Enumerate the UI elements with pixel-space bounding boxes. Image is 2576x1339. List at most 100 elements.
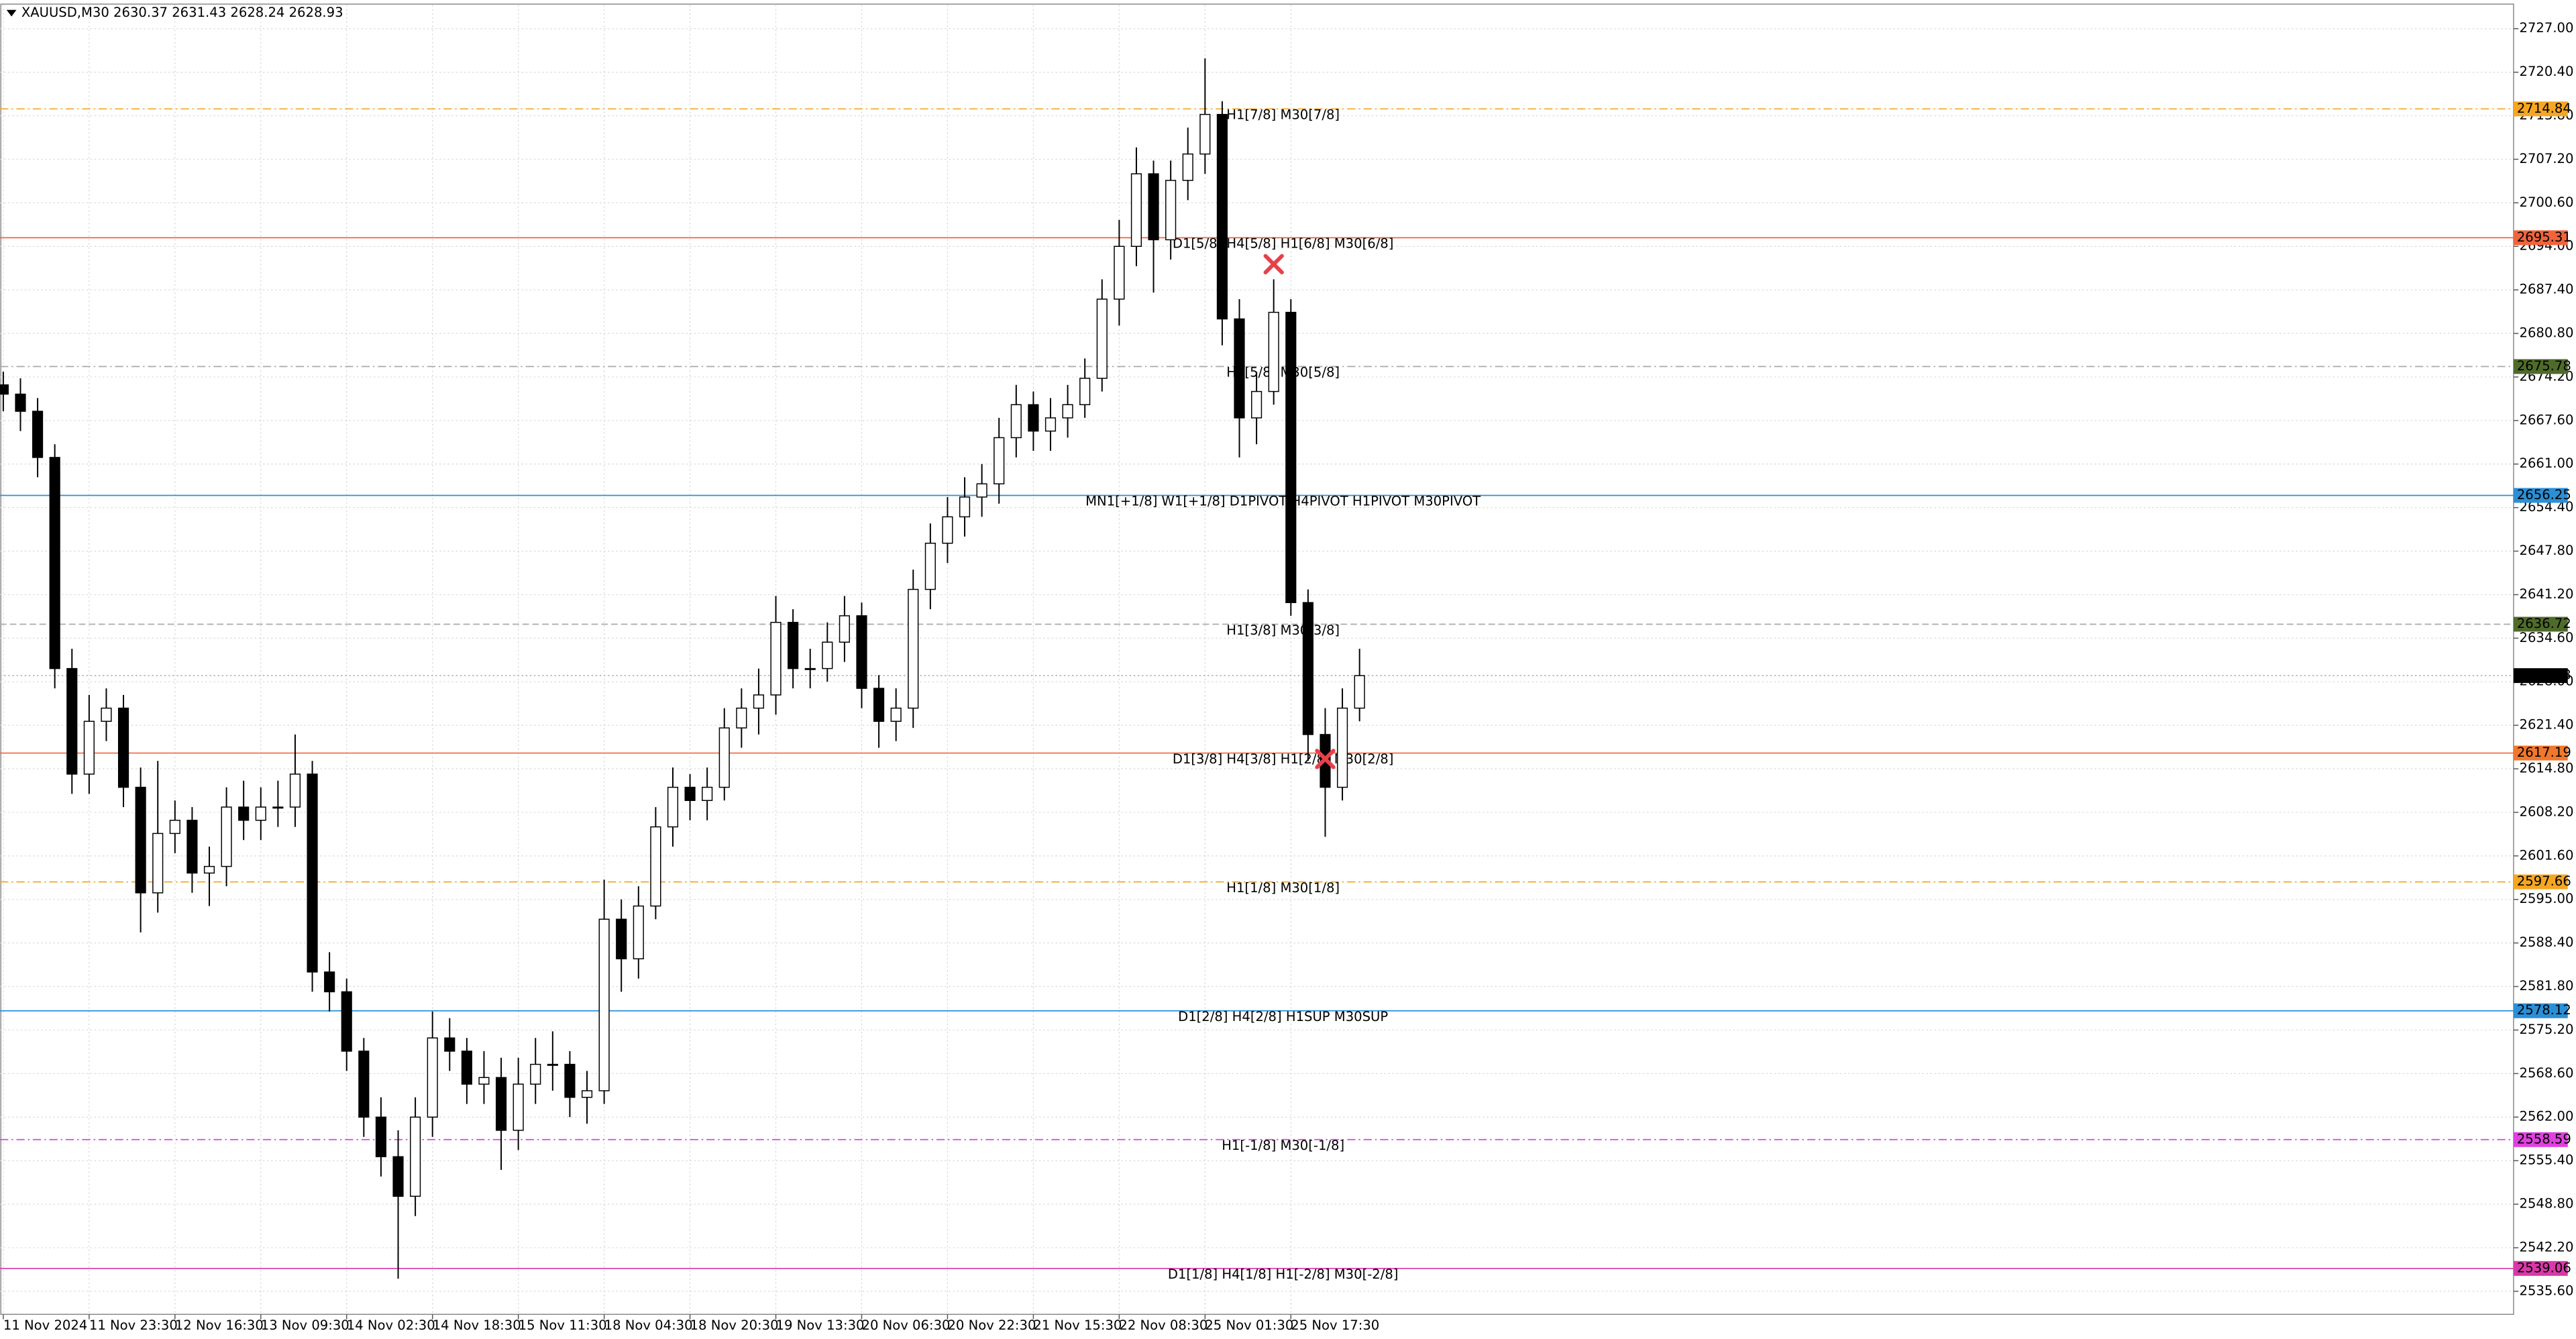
y-tick-label: 2667.60: [2520, 412, 2574, 427]
candle-body: [770, 622, 782, 696]
candle-body: [753, 694, 765, 709]
candle-body: [66, 667, 78, 775]
candle-body: [1268, 311, 1279, 392]
candle-body: [495, 1077, 507, 1131]
candle-body: [101, 707, 112, 722]
candle-body: [83, 720, 95, 775]
candle-body: [1165, 180, 1177, 241]
level-price-label: 2636.72: [2517, 616, 2571, 631]
y-tick-label: 2654.40: [2520, 499, 2574, 515]
candle-body: [1079, 378, 1091, 405]
level-price-box: [2513, 874, 2568, 890]
candle-body: [564, 1063, 576, 1098]
x-tick-label: 14 Nov 18:30: [433, 1318, 521, 1333]
price-axis: 2727.002720.402713.802707.202700.602694.…: [3, 20, 2574, 1333]
level-price-box: [2513, 617, 2568, 632]
candle-body: [135, 786, 146, 894]
candle-body: [718, 727, 730, 788]
level-label: H1[3/8] M30[3/8]: [1226, 623, 1340, 638]
candle-body: [117, 707, 129, 788]
candle-body: [392, 1156, 404, 1197]
level-price-box: [2513, 359, 2568, 374]
candle-body: [1216, 113, 1228, 320]
candle-body: [375, 1116, 386, 1157]
candle-body: [444, 1037, 455, 1052]
candle-body: [1130, 173, 1142, 247]
level-price-label: 2558.59: [2517, 1131, 2571, 1146]
y-tick-label: 2548.80: [2520, 1196, 2574, 1212]
current-price-box: [2513, 668, 2568, 684]
x-tick-label: 25 Nov 17:30: [1291, 1318, 1379, 1333]
y-tick-label: 2535.60: [2520, 1283, 2574, 1298]
candle-body: [598, 918, 610, 1091]
level-price-box: [2513, 1003, 2568, 1018]
candle-body: [1096, 299, 1108, 379]
candle-body: [994, 437, 1005, 484]
candle-body: [822, 641, 833, 670]
candle-body: [530, 1063, 541, 1085]
candle-body: [633, 905, 644, 959]
level-price-box: [2513, 1132, 2568, 1147]
candle-body: [890, 707, 902, 722]
candle-body: [324, 971, 335, 993]
candle-body: [203, 865, 215, 874]
candle-body: [581, 1090, 593, 1098]
level-price-box: [2513, 745, 2568, 761]
y-tick-label: 2608.20: [2520, 804, 2574, 819]
candle-body: [616, 918, 627, 959]
candle-body: [1148, 173, 1159, 241]
y-tick-label: 2614.80: [2520, 761, 2574, 776]
candle-body: [1010, 404, 1022, 439]
y-tick-label: 2634.60: [2520, 630, 2574, 645]
candle-body: [804, 667, 816, 670]
candle-body: [307, 773, 318, 973]
x-tick-label: 22 Nov 08:30: [1119, 1318, 1208, 1333]
y-tick-label: 2641.20: [2520, 586, 2574, 602]
level-price-label: 2597.66: [2517, 873, 2571, 889]
y-tick-label: 2687.40: [2520, 282, 2574, 297]
candle-body: [1234, 318, 1245, 419]
level-label: D1[2/8] H4[2/8] H1SUP M30SUP: [1178, 1009, 1388, 1024]
level-price-label: 2695.31: [2517, 229, 2571, 245]
candle-body: [702, 786, 713, 801]
candle-body: [667, 786, 679, 828]
level-label: MN1[+1/8] W1[+1/8] D1PIVOT H4PIVOT H1PIV…: [1085, 494, 1481, 509]
y-tick-label: 2562.00: [2520, 1109, 2574, 1124]
candle-body: [1302, 602, 1313, 735]
y-tick-label: 2542.20: [2520, 1239, 2574, 1254]
candle-body: [976, 483, 987, 498]
x-tick-label: 13 Nov 09:30: [261, 1318, 350, 1333]
x-tick-label: 11 Nov 2024: [3, 1318, 87, 1333]
x-tick-label: 20 Nov 22:30: [947, 1318, 1036, 1333]
level-price-label: 2656.25: [2517, 487, 2571, 502]
candle-body: [1028, 404, 1039, 432]
candle-body: [478, 1077, 490, 1085]
candle-body: [684, 786, 696, 801]
level-label: H1[-1/8] M30[-1/8]: [1222, 1138, 1344, 1153]
candle-body: [513, 1083, 524, 1131]
level-price-label: 2675.78: [2517, 358, 2571, 374]
level-label: H1[7/8] M30[7/8]: [1226, 107, 1340, 123]
candle-body: [1336, 707, 1348, 788]
candle-body: [1062, 404, 1073, 419]
x-tick-label: 18 Nov 20:30: [690, 1318, 779, 1333]
current-price-label: 2628.93: [2517, 667, 2571, 683]
chart-title: XAUUSD,M30 2630.37 2631.43 2628.24 2628.…: [21, 5, 343, 20]
y-tick-label: 2727.00: [2520, 20, 2574, 36]
level-label: D1[5/8] H4[5/8] H1[6/8] M30[6/8]: [1173, 236, 1394, 252]
level-price-box: [2513, 101, 2568, 117]
candle-body: [0, 384, 9, 395]
x-tick-label: 15 Nov 11:30: [519, 1318, 607, 1333]
candle-body: [908, 588, 919, 709]
x-tick-label: 20 Nov 06:30: [861, 1318, 950, 1333]
menu-triangle[interactable]: [6, 9, 17, 17]
candle-body: [186, 820, 198, 874]
candle-body: [1354, 675, 1365, 709]
candle-body: [169, 820, 180, 835]
x-tick-label: 19 Nov 13:30: [776, 1318, 865, 1333]
x-tick-label: 14 Nov 02:30: [347, 1318, 435, 1333]
y-tick-label: 2661.00: [2520, 456, 2574, 471]
candle-body: [873, 688, 885, 722]
candle-body: [1044, 417, 1057, 432]
